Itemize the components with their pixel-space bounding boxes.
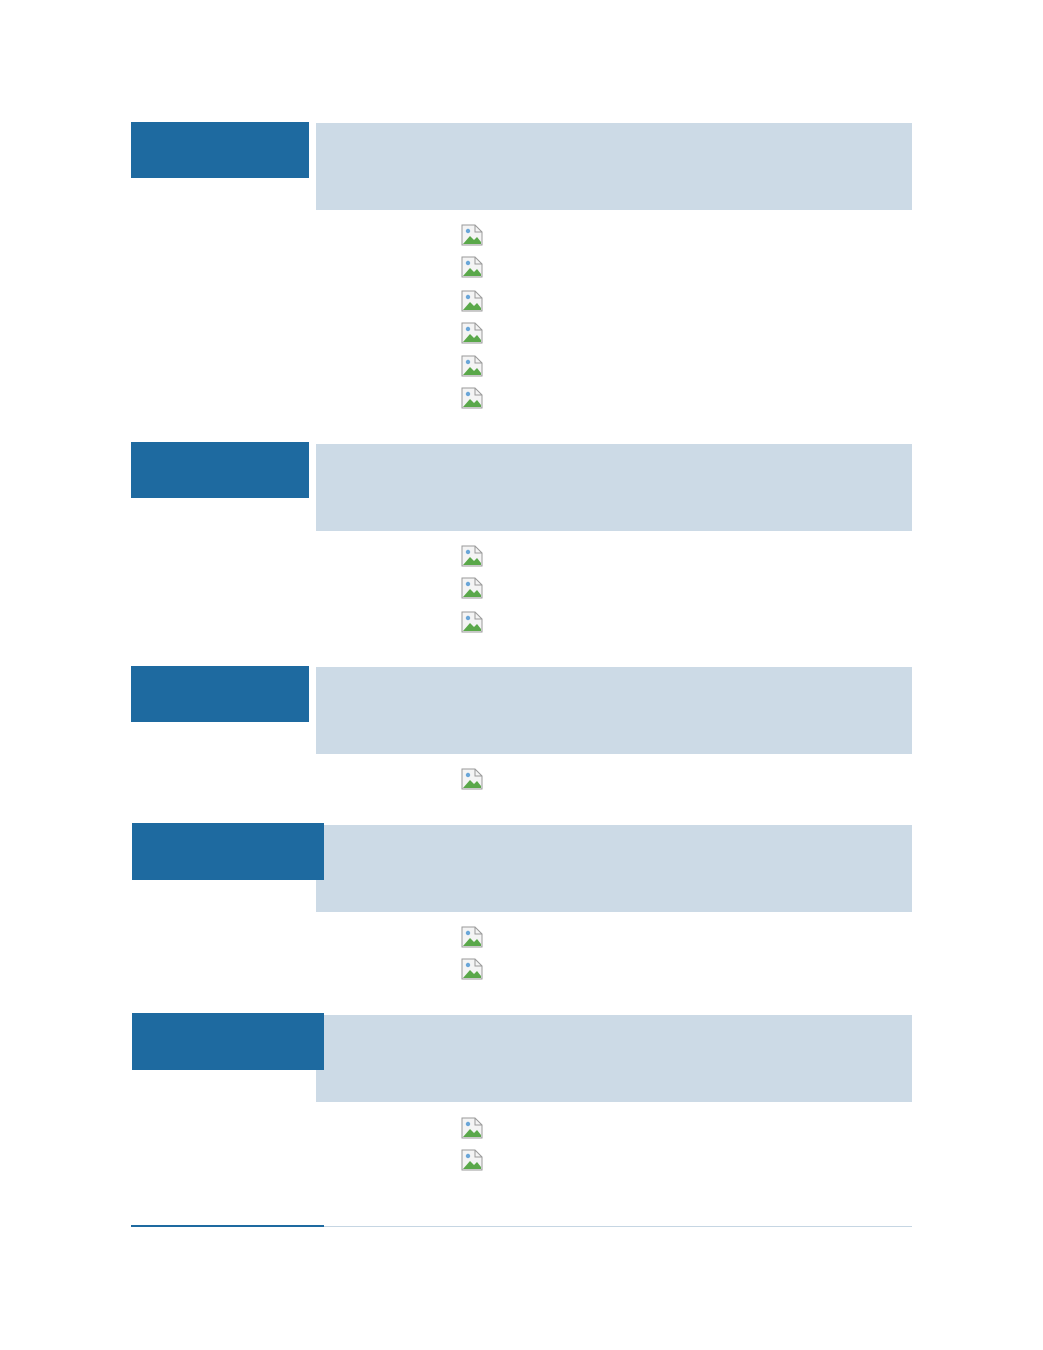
broken-image-icon — [461, 1117, 483, 1139]
section-2-header-band — [316, 444, 912, 531]
broken-image-icon — [461, 926, 483, 948]
footer-divider — [131, 1226, 912, 1227]
section-1-header-band — [316, 123, 912, 210]
section-5-header-band — [316, 1015, 912, 1102]
broken-image-icon — [461, 1149, 483, 1171]
broken-image-icon — [461, 355, 483, 377]
broken-image-icon — [461, 545, 483, 567]
broken-image-icon — [461, 577, 483, 599]
section-4-tab — [132, 823, 324, 880]
section-2-tab — [131, 442, 309, 498]
broken-image-icon — [461, 322, 483, 344]
section-1-tab — [131, 122, 309, 178]
section-3-header-band — [316, 667, 912, 754]
broken-image-icon — [461, 387, 483, 409]
broken-image-icon — [461, 768, 483, 790]
section-5-tab — [132, 1013, 324, 1070]
broken-image-icon — [461, 256, 483, 278]
broken-image-icon — [461, 611, 483, 633]
broken-image-icon — [461, 224, 483, 246]
broken-image-icon — [461, 958, 483, 980]
footer-divider-accent — [131, 1225, 324, 1227]
section-3-tab — [131, 666, 309, 722]
broken-image-icon — [461, 290, 483, 312]
section-4-header-band — [316, 825, 912, 912]
